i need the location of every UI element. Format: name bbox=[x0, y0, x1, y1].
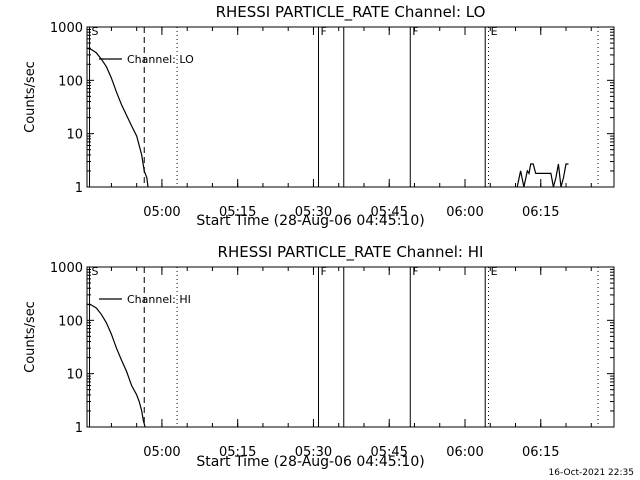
event-marker-label: E bbox=[491, 25, 498, 38]
y-tick-label: 1 bbox=[75, 421, 83, 436]
x-tick-label: 05:45 bbox=[370, 205, 407, 220]
y-tick-label: 1000 bbox=[50, 21, 83, 36]
y-tick-label: 10 bbox=[66, 128, 83, 143]
series-line bbox=[86, 303, 146, 428]
x-tick-label: 05:45 bbox=[370, 445, 407, 460]
y-tick-label: 1 bbox=[75, 181, 83, 196]
x-tick-label: 05:00 bbox=[143, 205, 180, 220]
event-marker-label: F bbox=[321, 25, 327, 38]
chart-title: RHESSI PARTICLE_RATE Channel: HI bbox=[218, 243, 484, 262]
x-tick-label: 06:00 bbox=[446, 205, 483, 220]
plot-frame bbox=[86, 26, 615, 188]
chart-title: RHESSI PARTICLE_RATE Channel: LO bbox=[216, 3, 486, 22]
x-tick-label: 05:00 bbox=[143, 445, 180, 460]
x-tick-label: 06:15 bbox=[522, 205, 559, 220]
series-line bbox=[86, 47, 149, 188]
x-tick-label: 05:15 bbox=[219, 445, 256, 460]
x-tick-label: 05:30 bbox=[295, 445, 332, 460]
event-marker-label: F bbox=[412, 265, 418, 278]
y-tick-label: 100 bbox=[58, 74, 83, 89]
chart-panel-2: RHESSI PARTICLE_RATE Channel: HI 1 10 100 10… bbox=[23, 243, 615, 470]
x-tick-label: 06:00 bbox=[446, 445, 483, 460]
event-marker-label: S bbox=[92, 265, 99, 278]
event-marker-label: F bbox=[412, 25, 418, 38]
x-tick-label: 05:15 bbox=[219, 205, 256, 220]
x-tick-label: 05:30 bbox=[295, 205, 332, 220]
y-axis-label: Counts/sec bbox=[23, 301, 38, 373]
x-axis-label: Start Time (28-Aug-06 04:45:10) bbox=[196, 454, 424, 470]
plot-timestamp: 16-Oct-2021 22:35 bbox=[548, 468, 634, 478]
x-tick-label: 06:15 bbox=[522, 445, 559, 460]
y-tick-label: 10 bbox=[66, 368, 83, 383]
legend-label: Channel: LO bbox=[127, 53, 194, 66]
plot-frame bbox=[86, 266, 615, 428]
series-line bbox=[516, 163, 569, 188]
y-axis-label: Counts/sec bbox=[23, 61, 38, 133]
event-marker-label: S bbox=[92, 25, 99, 38]
chart-panel-1: RHESSI PARTICLE_RATE Channel: LO 1 10 100 10… bbox=[23, 3, 615, 229]
event-marker-label: E bbox=[491, 265, 498, 278]
legend-label: Channel: HI bbox=[127, 293, 191, 306]
event-marker-label: F bbox=[321, 265, 327, 278]
x-axis-label: Start Time (28-Aug-06 04:45:10) bbox=[196, 213, 424, 229]
y-tick-label: 100 bbox=[58, 314, 83, 329]
y-tick-label: 1000 bbox=[50, 261, 83, 276]
